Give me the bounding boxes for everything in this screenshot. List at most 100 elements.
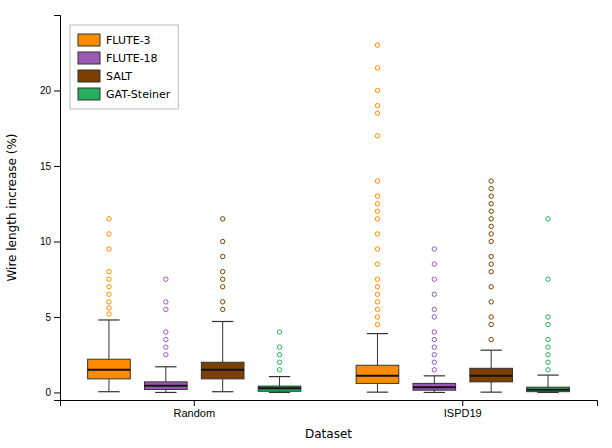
legend-item: FLUTE-18 xyxy=(78,52,158,65)
outlier xyxy=(432,360,436,364)
median xyxy=(470,375,513,377)
y-tick-label: 15 xyxy=(40,161,52,172)
series xyxy=(201,179,512,392)
outlier xyxy=(432,247,436,251)
chart: 05101520RandomISPD19FLUTE-3FLUTE-18SALTG… xyxy=(0,0,612,448)
x-axis: RandomISPD19 xyxy=(61,400,598,419)
outlier xyxy=(489,224,493,228)
box-plot xyxy=(356,43,399,392)
outlier xyxy=(375,285,379,289)
x-tick: ISPD19 xyxy=(444,400,482,419)
outlier xyxy=(375,217,379,221)
box-plot xyxy=(258,330,301,393)
outlier xyxy=(375,194,379,198)
outlier xyxy=(489,269,493,273)
outlier xyxy=(546,353,550,357)
outlier xyxy=(432,315,436,319)
outlier xyxy=(432,292,436,296)
outlier xyxy=(546,277,550,281)
outlier xyxy=(164,300,168,304)
y-tick-label: 10 xyxy=(40,236,52,247)
outlier xyxy=(432,277,436,281)
median xyxy=(527,389,570,391)
box-plot xyxy=(413,247,456,393)
outlier xyxy=(375,307,379,311)
outlier xyxy=(220,300,224,304)
outlier xyxy=(375,322,379,326)
outlier xyxy=(277,353,281,357)
outlier xyxy=(107,247,111,251)
box-plot xyxy=(144,277,187,392)
outlier xyxy=(107,292,111,296)
outlier xyxy=(107,232,111,236)
x-tick-label: ISPD19 xyxy=(444,407,482,419)
y-tick-mark xyxy=(54,317,60,318)
outlier xyxy=(489,209,493,213)
outlier xyxy=(489,285,493,289)
outlier xyxy=(375,247,379,251)
outlier xyxy=(546,368,550,372)
outlier xyxy=(489,262,493,266)
outlier xyxy=(375,134,379,138)
outlier xyxy=(489,232,493,236)
series xyxy=(144,247,455,393)
box xyxy=(144,382,187,390)
legend-swatch xyxy=(78,52,100,64)
outlier xyxy=(220,254,224,258)
outlier xyxy=(164,345,168,349)
outlier xyxy=(432,345,436,349)
x-tick-mark xyxy=(462,400,463,406)
box xyxy=(527,387,570,392)
outlier xyxy=(432,330,436,334)
outlier xyxy=(432,307,436,311)
x-axis-title: Dataset xyxy=(305,427,352,441)
legend-label: FLUTE-3 xyxy=(106,34,151,47)
outlier xyxy=(277,330,281,334)
outlier xyxy=(489,254,493,258)
boxes xyxy=(88,43,570,392)
cap-high xyxy=(155,366,176,367)
whisker-high xyxy=(279,377,280,387)
box xyxy=(201,362,244,379)
legend-label: FLUTE-18 xyxy=(106,52,158,65)
median xyxy=(201,369,244,371)
box xyxy=(258,386,301,391)
outlier xyxy=(220,307,224,311)
box-plot xyxy=(527,217,570,393)
outlier xyxy=(489,217,493,221)
y-axis: 05101520 xyxy=(40,16,61,401)
legend-item: SALT xyxy=(78,70,132,83)
box-plot xyxy=(88,217,131,392)
cap-low xyxy=(212,391,233,392)
y-axis-title: Wire length increase (%) xyxy=(5,133,19,281)
cap-high xyxy=(212,321,233,322)
plot: 05101520RandomISPD19FLUTE-3FLUTE-18SALTG… xyxy=(40,16,598,419)
outlier xyxy=(107,312,111,316)
box-plot xyxy=(470,179,513,392)
outlier xyxy=(489,239,493,243)
y-tick-label: 0 xyxy=(45,387,51,398)
whisker-low xyxy=(108,379,109,392)
whisker-high xyxy=(108,320,109,359)
box xyxy=(88,359,131,379)
outlier xyxy=(546,360,550,364)
legend-label: SALT xyxy=(106,70,132,83)
outlier xyxy=(107,306,111,310)
outlier xyxy=(375,179,379,183)
cap-low xyxy=(367,392,388,393)
whisker-high xyxy=(222,321,223,362)
whisker-low xyxy=(222,379,223,392)
outlier xyxy=(375,300,379,304)
legend-label: GAT-Steiner xyxy=(106,88,171,101)
legend-swatch xyxy=(78,88,100,100)
median xyxy=(144,385,187,387)
outlier xyxy=(107,285,111,289)
y-axis-line xyxy=(54,16,61,401)
outlier xyxy=(489,186,493,190)
cap-high xyxy=(98,319,119,320)
cap-high xyxy=(481,350,502,351)
cap-low xyxy=(481,392,502,393)
outlier xyxy=(220,269,224,273)
y-tick-mark xyxy=(54,241,60,242)
whisker-low xyxy=(377,383,378,392)
